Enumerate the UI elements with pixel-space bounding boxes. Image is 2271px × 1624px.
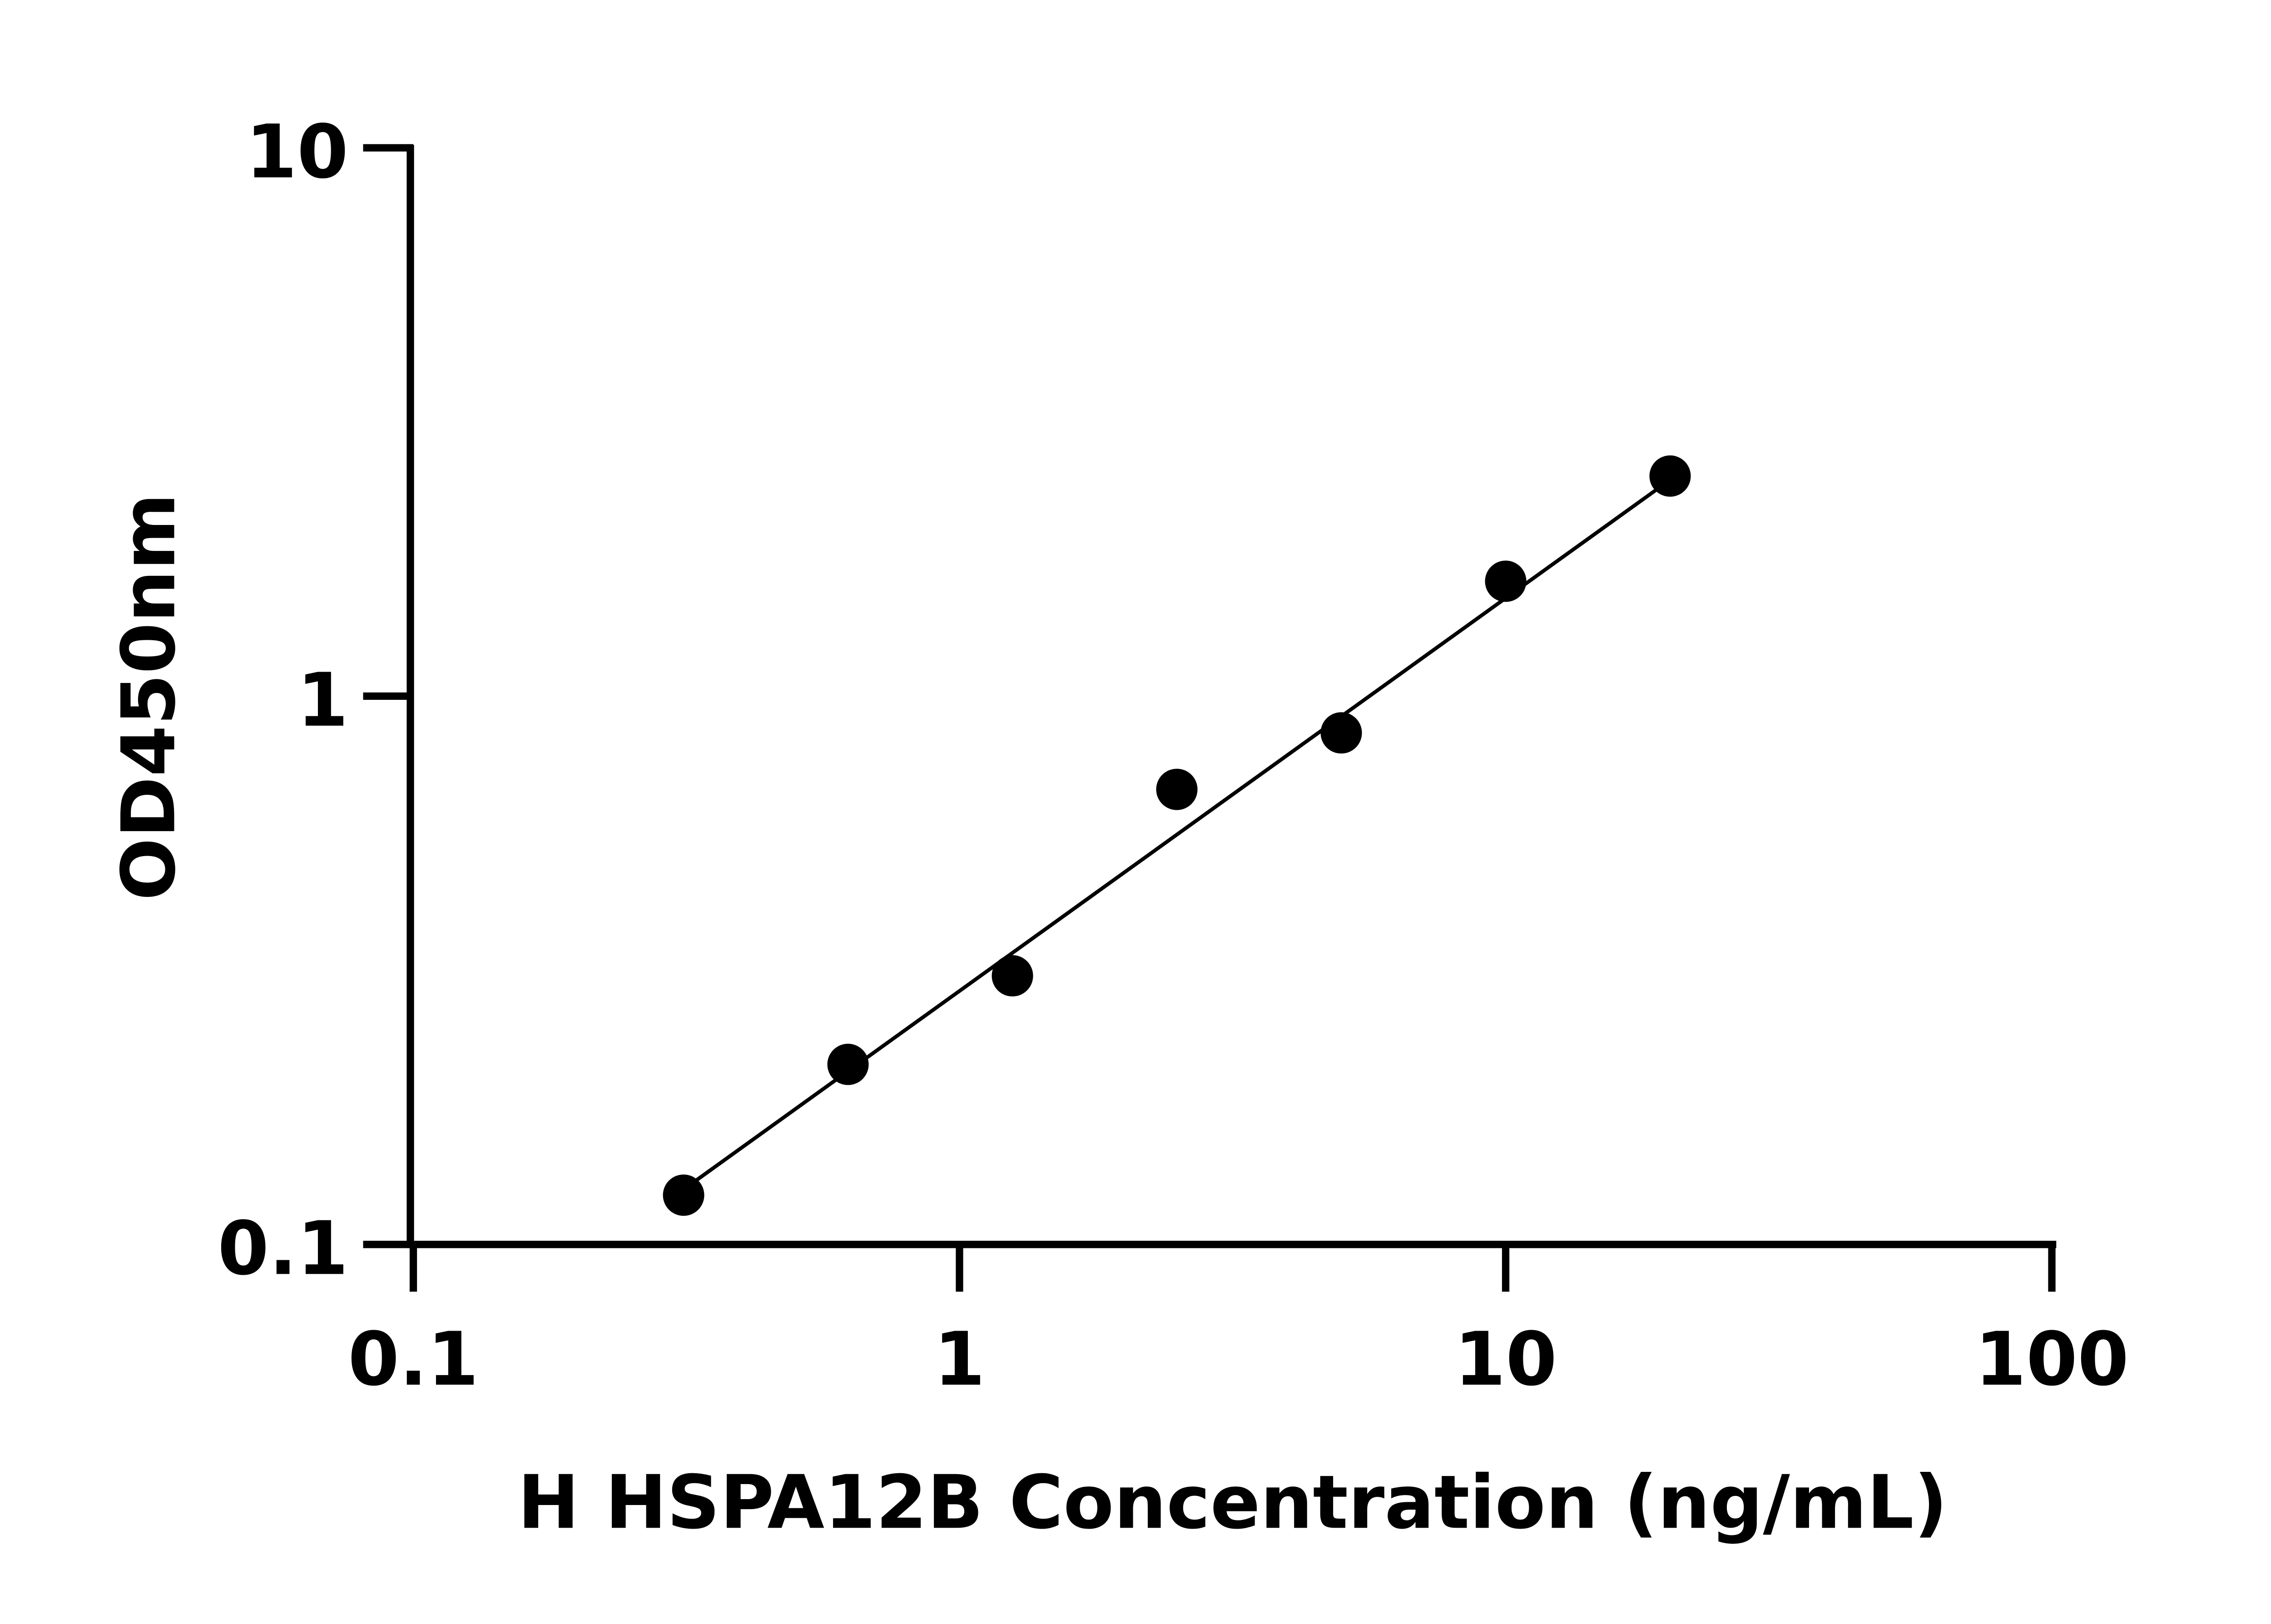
data-point — [827, 1044, 869, 1085]
y-tick-label: 10 — [246, 109, 348, 195]
y-tick-label: 1 — [297, 658, 348, 743]
data-point — [1320, 712, 1362, 754]
data-point — [1156, 768, 1198, 810]
x-tick-label: 1 — [934, 1317, 985, 1402]
data-point — [1485, 560, 1527, 602]
x-tick-label: 0.1 — [348, 1317, 479, 1402]
y-tick-label: 0.1 — [218, 1206, 348, 1292]
data-point — [663, 1174, 704, 1216]
x-axis-label: H HSPA12B Concentration (ng/mL) — [518, 1460, 1948, 1545]
data-point — [992, 955, 1033, 997]
x-tick-label: 100 — [1975, 1317, 2129, 1402]
data-point — [1649, 455, 1691, 497]
y-axis-label: OD450nm — [106, 493, 192, 901]
x-tick-label: 10 — [1454, 1317, 1557, 1402]
